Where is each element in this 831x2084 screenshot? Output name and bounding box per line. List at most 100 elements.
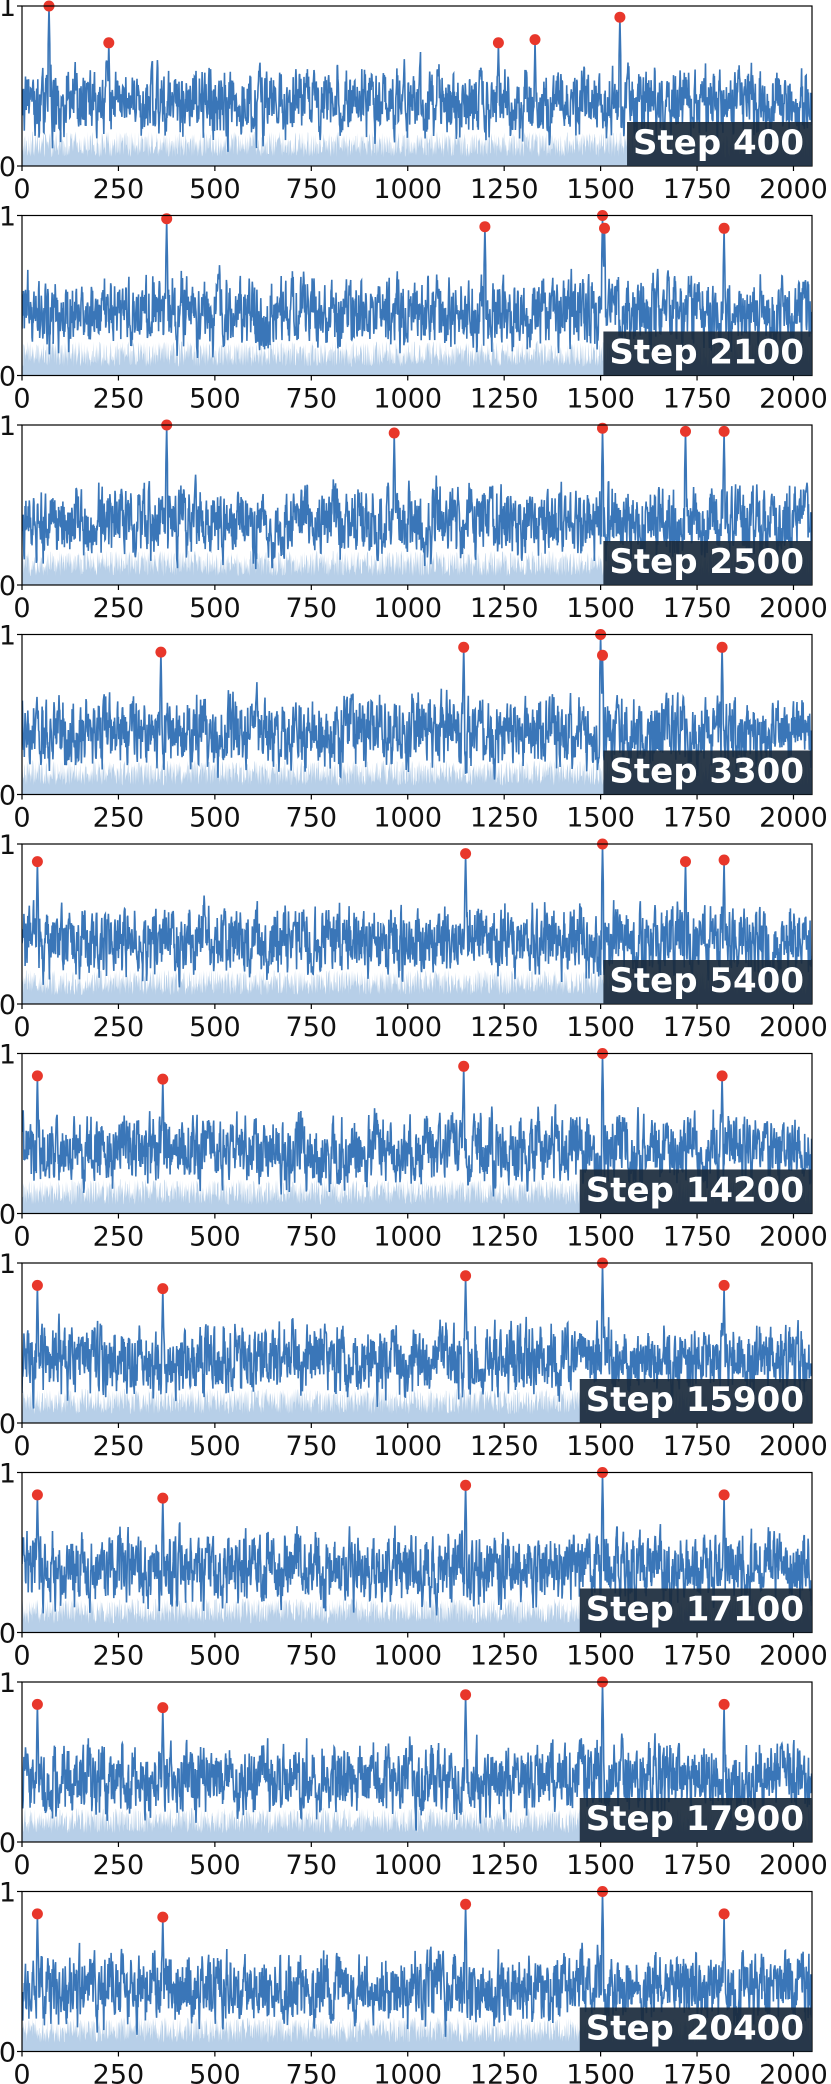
step-label-box: Step 17100 <box>580 1589 812 1633</box>
x-tick-label: 750 <box>286 1431 338 1462</box>
y-tick-label: 0 <box>0 1619 16 1650</box>
x-tick-label: 500 <box>189 174 241 205</box>
x-tick-label: 250 <box>93 1222 145 1253</box>
x-tick-label: 500 <box>189 2060 241 2084</box>
step-label-box: Step 400 <box>627 122 812 166</box>
peak-marker <box>389 428 400 439</box>
x-tick-label: 2000 <box>759 803 828 834</box>
step-label: Step 20400 <box>586 2009 804 2049</box>
peak-marker <box>32 1699 43 1710</box>
x-tick-label: 1750 <box>663 174 732 205</box>
x-tick-label: 1250 <box>470 1431 539 1462</box>
peak-marker <box>460 1899 471 1910</box>
peak-marker <box>719 426 730 437</box>
peak-marker <box>680 426 691 437</box>
x-tick-label: 1500 <box>566 1431 635 1462</box>
chart-panel: 0 250 500 750 1000 1250 1500 1750 200001Step 159… <box>0 1249 828 1462</box>
peak-marker <box>460 1480 471 1491</box>
x-tick-label: 1750 <box>663 384 732 415</box>
step-label: Step 2100 <box>609 333 804 373</box>
step-label: Step 5400 <box>609 961 804 1001</box>
x-tick-label: 250 <box>93 1850 145 1881</box>
x-tick-label: 1750 <box>663 1012 732 1043</box>
x-tick-label: 1750 <box>663 1850 732 1881</box>
peak-marker <box>597 423 608 434</box>
y-tick-label: 0 <box>0 1828 16 1859</box>
peak-marker <box>32 1280 43 1291</box>
y-tick-label: 0 <box>0 2038 16 2069</box>
x-tick-label: 1250 <box>470 593 539 624</box>
x-tick-label: 2000 <box>759 1012 828 1043</box>
x-tick-label: 1250 <box>470 803 539 834</box>
x-tick-label: 250 <box>93 1431 145 1462</box>
y-tick-label: 0 <box>0 1200 16 1231</box>
x-tick-label: 1500 <box>566 2060 635 2084</box>
x-tick-label: 500 <box>189 384 241 415</box>
x-tick-label: 1000 <box>373 1641 442 1672</box>
chart-panel: 0 250 500 750 1000 1250 1500 1750 2000 0 1 Step 250… <box>0 411 828 624</box>
x-tick-label: 1750 <box>663 593 732 624</box>
x-tick-label: 750 <box>286 1641 338 1672</box>
step-label: Step 400 <box>633 123 804 163</box>
x-tick-label: 750 <box>286 1850 338 1881</box>
x-tick-label: 2000 <box>759 1431 828 1462</box>
x-tick-label: 1500 <box>566 593 635 624</box>
peak-marker <box>32 856 43 867</box>
peak-marker <box>680 856 691 867</box>
x-tick-label: 750 <box>286 593 338 624</box>
peak-marker <box>157 1912 168 1923</box>
y-tick-label: 1 <box>0 0 16 23</box>
y-tick-label: 1 <box>0 1878 16 1909</box>
x-tick-label: 1500 <box>566 174 635 205</box>
x-tick-label: 2000 <box>759 1850 828 1881</box>
step-label-box: Step 5400 <box>603 960 812 1004</box>
y-tick-label: 0 <box>0 1409 16 1440</box>
y-tick-label: 1 <box>0 621 16 652</box>
x-tick-label: 750 <box>286 1012 338 1043</box>
chart-panel: 0 250 500 750 1000 1250 1500 1750 2000 0 1 Step 400 <box>0 0 828 205</box>
chart-panel: 0 250 500 750 1000 1250 1500 1750 200001Step 330… <box>0 621 828 834</box>
y-tick-label: 1 <box>0 1668 16 1699</box>
x-tick-label: 750 <box>286 2060 338 2084</box>
x-tick-label: 1000 <box>373 1222 442 1253</box>
x-tick-label: 500 <box>189 803 241 834</box>
x-tick-label: 2000 <box>759 2060 828 2084</box>
x-tick-label: 750 <box>286 384 338 415</box>
peak-marker <box>719 223 730 234</box>
x-tick-label: 1000 <box>373 803 442 834</box>
x-tick-label: 2000 <box>759 1222 828 1253</box>
x-tick-label: 1250 <box>470 384 539 415</box>
x-tick-label: 750 <box>286 803 338 834</box>
x-tick-label: 1500 <box>566 803 635 834</box>
x-tick-label: 1000 <box>373 174 442 205</box>
step-label: Step 15900 <box>586 1380 804 1420</box>
chart-panel: 0 250 500 750 1000 1250 1500 1750 200001Step 171… <box>0 1459 828 1672</box>
x-tick-label: 750 <box>286 1222 338 1253</box>
x-tick-label: 1000 <box>373 1012 442 1043</box>
x-tick-label: 1500 <box>566 1012 635 1043</box>
x-tick-label: 500 <box>189 1222 241 1253</box>
x-tick-label: 2000 <box>759 1641 828 1672</box>
x-tick-label: 250 <box>93 384 145 415</box>
peak-marker <box>161 213 172 224</box>
peak-marker <box>157 1283 168 1294</box>
x-tick-label: 2000 <box>759 384 828 415</box>
x-tick-label: 1000 <box>373 2060 442 2084</box>
peak-marker <box>32 1908 43 1919</box>
peak-marker <box>614 12 625 23</box>
y-tick-label: 0 <box>0 781 16 812</box>
y-tick-label: 1 <box>0 1249 16 1280</box>
x-tick-label: 1750 <box>663 2060 732 2084</box>
peak-marker <box>719 1489 730 1500</box>
step-label: Step 2500 <box>609 542 804 582</box>
peak-marker <box>458 1061 469 1072</box>
x-tick-label: 1500 <box>566 384 635 415</box>
peak-marker <box>597 650 608 661</box>
x-tick-label: 1500 <box>566 1222 635 1253</box>
peak-marker <box>460 848 471 859</box>
x-tick-label: 1000 <box>373 384 442 415</box>
x-tick-label: 500 <box>189 1431 241 1462</box>
y-tick-label: 1 <box>0 1040 16 1071</box>
x-tick-label: 1750 <box>663 1431 732 1462</box>
